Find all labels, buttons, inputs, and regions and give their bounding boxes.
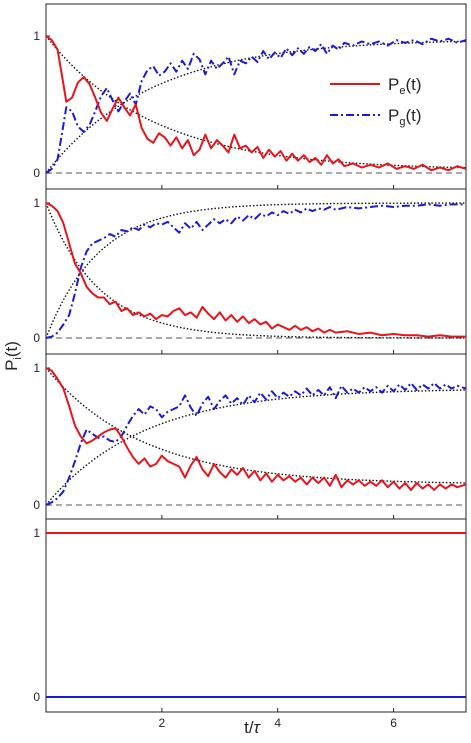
legend: Pe(t) Pg(t) [330, 75, 422, 128]
panel-4-ytick-label: 1 [33, 526, 40, 540]
x-tick-label: 4 [274, 716, 281, 730]
panel-4-frame [45, 518, 467, 713]
y-axis-label: Pi(t) [2, 341, 24, 371]
panel-3: 01 [33, 353, 467, 520]
panel-1-fit-pe [45, 35, 467, 169]
x-tick-label: 6 [390, 716, 397, 730]
panel-3-fit-pe [45, 367, 467, 484]
panel-2-frame [45, 188, 467, 355]
panel-1-series-pe [45, 35, 467, 172]
panel-1-ytick-label: 1 [33, 29, 40, 43]
legend-label-pg: Pg(t) [388, 106, 422, 128]
panel-1-fit-pg [45, 40, 467, 174]
panel-2-series-pe [45, 202, 466, 338]
legend-label-pe: Pe(t) [388, 75, 422, 97]
panel-2: 01 [33, 188, 467, 355]
panel-1-series-pg [45, 37, 467, 174]
panel-3-frame [45, 353, 467, 520]
panel-2-fit-pe [45, 202, 466, 339]
panel-2-ytick-label: 0 [33, 331, 40, 345]
panel-2-series-pg [45, 203, 466, 339]
x-tick-label: 2 [159, 716, 166, 730]
panel-3-fit-pg [45, 389, 467, 506]
panel-3-ytick-label: 0 [33, 498, 40, 512]
panel-4-ytick-label: 0 [33, 690, 40, 704]
panel-1-ytick-label: 0 [33, 166, 40, 180]
panel-2-ytick-label: 1 [33, 196, 40, 210]
panel-3-series-pe [45, 367, 467, 491]
panel-4: 01 [33, 518, 467, 713]
panel-2-fit-pg [45, 202, 466, 339]
panel-3-series-pg [45, 382, 467, 506]
panel-3-ytick-label: 1 [33, 361, 40, 375]
x-axis-label: t/τ [244, 718, 261, 737]
